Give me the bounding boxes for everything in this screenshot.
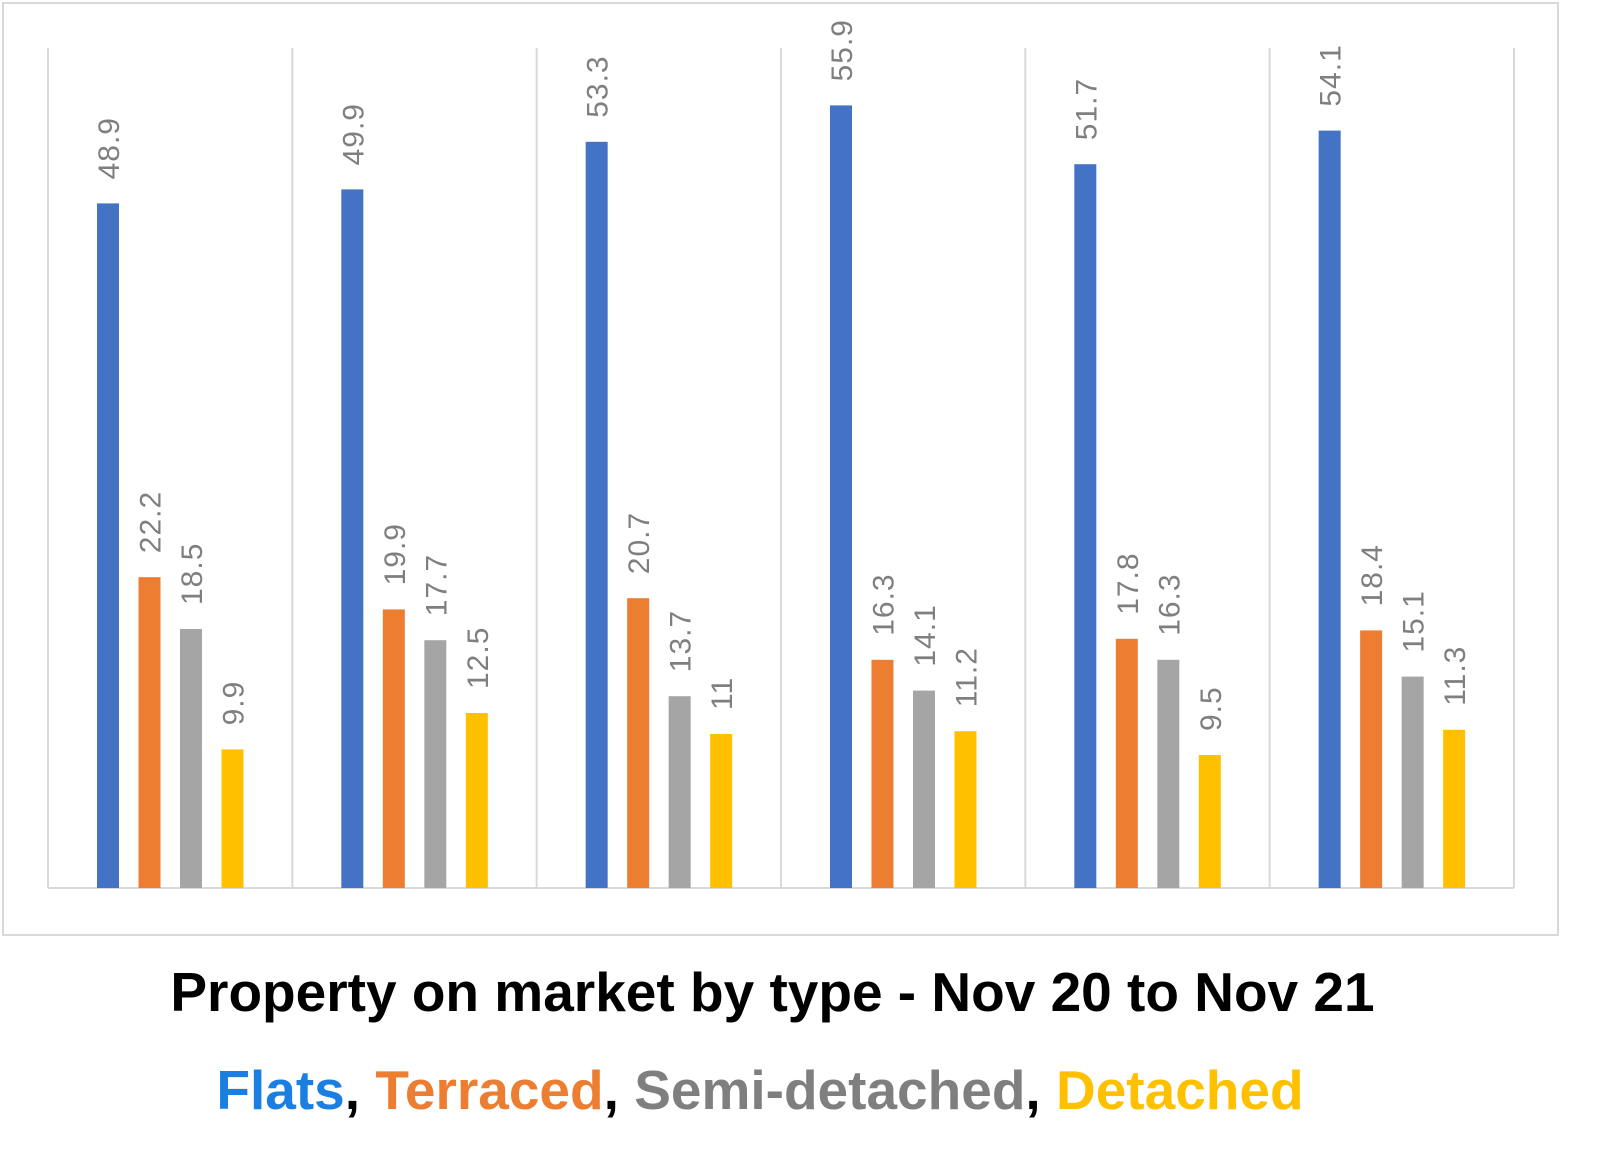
data-label-semi-detached: 18.5	[176, 543, 209, 605]
data-label-detached: 11	[706, 677, 739, 710]
data-label-semi-detached: 16.3	[1153, 573, 1186, 635]
bar-semi-detached	[912, 690, 935, 888]
bar-flats	[829, 105, 852, 888]
bar-flats	[585, 141, 608, 889]
data-label-terraced: 17.8	[1112, 552, 1145, 614]
data-label-terraced: 16.3	[867, 573, 900, 635]
data-label-detached: 9.9	[218, 681, 251, 726]
data-label-flats: 49.9	[337, 103, 370, 165]
bar-terraced	[627, 598, 650, 888]
data-label-flats: 51.7	[1070, 78, 1103, 140]
bar-chart: 48.9 49.9 53.3 55.9 51.7 54.1 22.2 19.9 20.7 16.3…	[47, 19, 1515, 889]
bar-terraced	[1360, 630, 1383, 888]
legend-detached: Detached	[1055, 1059, 1304, 1121]
bar-flats	[1074, 164, 1097, 888]
bar-terraced	[1115, 638, 1138, 888]
legend-separator: ,	[1025, 1059, 1041, 1121]
data-label-terraced: 18.4	[1356, 544, 1389, 606]
data-label-flats: 48.9	[93, 117, 126, 179]
bar-detached	[465, 713, 488, 888]
data-label-flats: 54.1	[1315, 44, 1348, 106]
bar-terraced	[871, 659, 894, 888]
bar-detached	[221, 749, 244, 888]
data-label-semi-detached: 17.7	[420, 554, 453, 616]
data-label-terraced: 19.9	[379, 523, 412, 585]
legend-flats: Flats	[216, 1059, 345, 1121]
bar-flats	[341, 189, 364, 888]
data-label-semi-detached: 14.1	[909, 604, 942, 666]
bar-semi-detached	[668, 696, 691, 888]
data-label-flats: 55.9	[826, 19, 859, 81]
data-label-semi-detached: 15.1	[1398, 590, 1431, 652]
bar-semi-detached	[180, 629, 202, 888]
bar-semi-detached	[1157, 659, 1180, 888]
data-label-detached: 11.3	[1439, 646, 1472, 706]
bar-semi-detached	[424, 640, 447, 888]
bar-semi-detached	[1401, 676, 1424, 888]
bar-detached	[954, 731, 977, 888]
bar-flats	[1318, 130, 1341, 889]
data-label-detached: 12.5	[462, 627, 495, 689]
data-label-detached: 9.5	[1195, 686, 1228, 731]
bar-detached	[710, 734, 733, 888]
data-label-detached: 11.2	[950, 647, 983, 707]
legend: Flats, Terraced, Semi-detached, Detached	[0, 1058, 1520, 1122]
bar-detached	[1198, 755, 1221, 888]
bar-flats	[97, 203, 119, 888]
data-label-semi-detached: 13.7	[665, 610, 698, 672]
data-label-flats: 53.3	[582, 55, 615, 117]
legend-separator: ,	[603, 1059, 619, 1121]
bar-terraced	[138, 577, 161, 888]
bar-terraced	[382, 609, 405, 888]
legend-semi-detached: Semi-detached	[634, 1059, 1026, 1121]
legend-terraced: Terraced	[375, 1059, 604, 1121]
chart-title: Property on market by type - Nov 20 to N…	[170, 961, 1375, 1023]
data-label-terraced: 20.7	[623, 512, 656, 574]
data-label-terraced: 22.2	[135, 491, 168, 553]
bar-detached	[1443, 729, 1466, 888]
legend-separator: ,	[344, 1059, 361, 1121]
